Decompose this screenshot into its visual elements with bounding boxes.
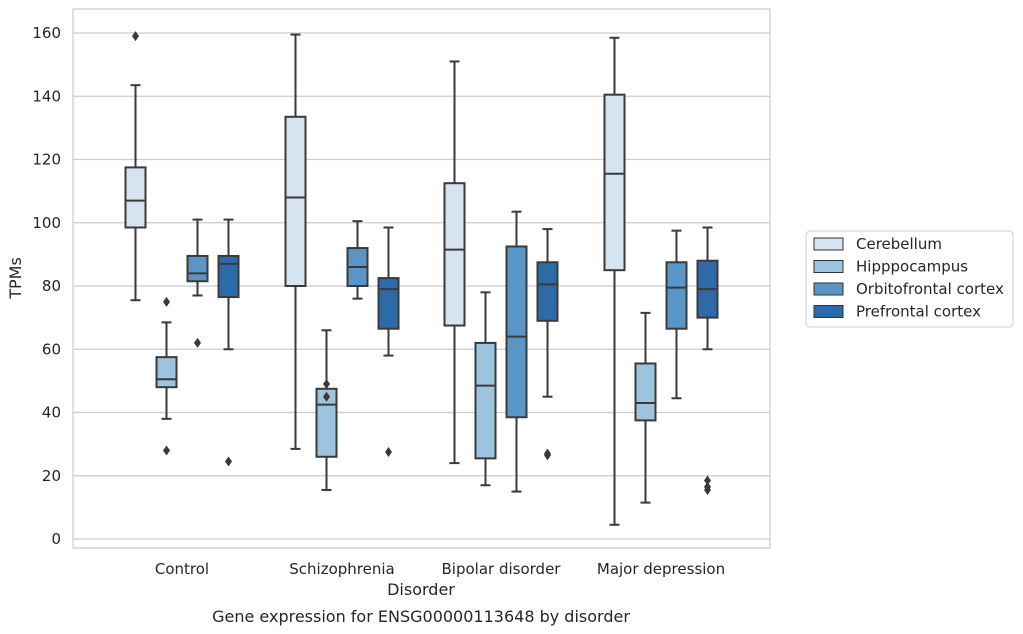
outlier-point	[194, 337, 201, 348]
outlier-point	[323, 379, 330, 390]
plot-frame	[72, 8, 771, 549]
box-iqr	[217, 254, 240, 299]
box-prefrontal-cortex	[696, 226, 719, 495]
box-hipppocampus	[474, 291, 497, 487]
box-hipppocampus	[634, 311, 657, 504]
y-tick-labels: 0 20 40 60 80 100 120 140 160	[32, 24, 61, 548]
legend-label: Hipppocampus	[856, 258, 968, 276]
y-tick-label: 120	[32, 151, 61, 169]
legend-label: Prefrontal cortex	[856, 303, 981, 321]
box-cerebellum	[443, 60, 466, 465]
box-iqr	[443, 182, 466, 327]
x-tick-label: Control	[155, 560, 209, 578]
box-hipppocampus	[155, 296, 178, 456]
plot-area	[73, 9, 770, 548]
outlier-point	[704, 475, 711, 486]
box-iqr	[665, 261, 688, 330]
box-iqr	[603, 93, 626, 272]
y-tick-label: 0	[51, 530, 61, 548]
box-iqr	[155, 356, 178, 389]
box-iqr	[505, 245, 528, 419]
legend-swatch	[813, 260, 844, 273]
legend-frame	[805, 230, 1014, 328]
y-gridlines	[73, 32, 770, 540]
box-prefrontal-cortex	[377, 226, 400, 458]
outlier-point	[544, 450, 551, 461]
legend-label: Cerebellum	[856, 235, 942, 253]
box-iqr	[377, 277, 400, 330]
box-iqr	[536, 261, 559, 322]
outlier-point	[163, 296, 170, 307]
legend: Cerebellum Hipppocampus Orbitofrontal cort…	[805, 230, 1014, 328]
box-series	[124, 31, 719, 526]
box-orbitofrontal-cortex	[346, 220, 369, 300]
y-axis-label: TPMs	[6, 257, 25, 300]
x-tick-label: Bipolar disorder	[442, 560, 562, 578]
x-tick-label: Major depression	[597, 560, 725, 578]
x-tick-labels: Control Schizophrenia Bipolar disorder Majo…	[155, 560, 725, 578]
box-iqr	[186, 254, 209, 283]
box-iqr	[284, 115, 307, 288]
box-iqr	[474, 341, 497, 460]
y-tick-label: 40	[42, 404, 61, 422]
x-tick-label: Schizophrenia	[289, 560, 394, 578]
outlier-point	[163, 445, 170, 456]
y-tick-label: 160	[32, 24, 61, 42]
outlier-point	[385, 447, 392, 458]
chart-caption: Gene expression for ENSG00000113648 by d…	[212, 607, 630, 626]
box-iqr	[634, 362, 657, 422]
box-cerebellum	[603, 36, 626, 526]
outlier-point	[323, 391, 330, 402]
box-orbitofrontal-cortex	[665, 229, 688, 400]
y-tick-label: 100	[32, 214, 61, 232]
box-cerebellum	[124, 31, 147, 302]
x-axis-label: Disorder	[387, 580, 455, 599]
outlier-point	[132, 31, 139, 42]
box-prefrontal-cortex	[217, 218, 240, 467]
box-orbitofrontal-cortex	[186, 218, 209, 348]
outlier-point	[225, 456, 232, 467]
legend-swatch	[813, 237, 844, 251]
box-iqr	[124, 166, 147, 229]
y-tick-label: 20	[42, 467, 61, 485]
legend-label: Orbitofrontal cortex	[856, 280, 1004, 298]
box-hipppocampus	[315, 329, 338, 491]
legend-swatch	[813, 305, 844, 318]
y-tick-label: 60	[42, 340, 61, 358]
legend-swatch	[813, 282, 844, 296]
box-cerebellum	[284, 33, 307, 450]
y-tick-label: 140	[32, 87, 61, 105]
y-tick-label: 80	[42, 277, 61, 295]
box-orbitofrontal-cortex	[505, 210, 528, 493]
outlier-point	[704, 481, 711, 492]
box-prefrontal-cortex	[536, 228, 559, 461]
